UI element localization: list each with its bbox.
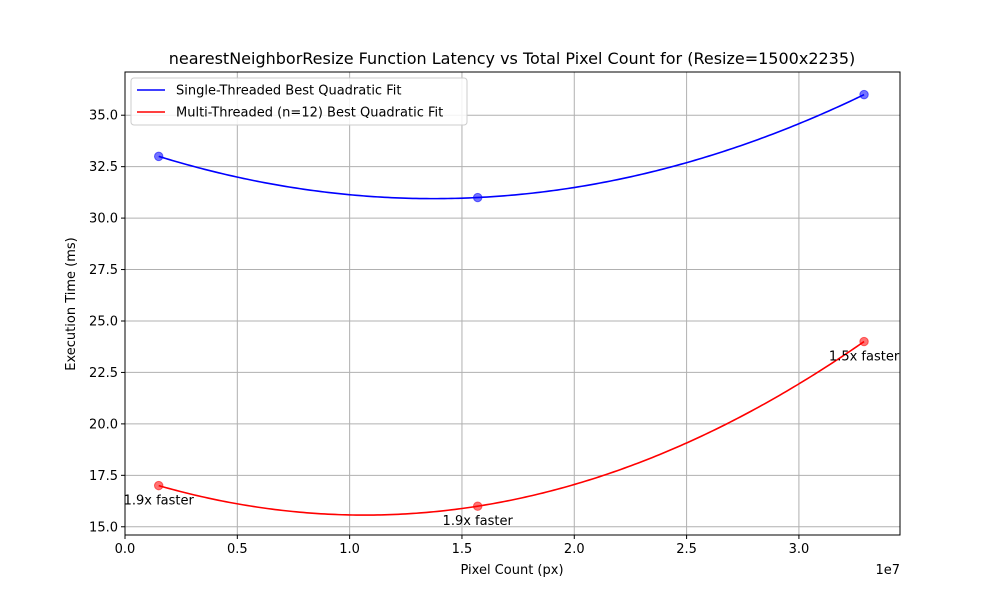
legend-label: Multi-Threaded (n=12) Best Quadratic Fit — [176, 106, 443, 121]
x-tick-label: 0.5 — [227, 542, 248, 557]
grid — [124, 72, 900, 535]
y-tick-label: 25.0 — [89, 314, 118, 329]
x-tick-label: 2.0 — [564, 542, 585, 557]
y-tick-label: 17.5 — [89, 469, 118, 484]
data-points — [153, 89, 869, 511]
x-offset-text: 1e7 — [875, 563, 900, 578]
y-tick-label: 35.0 — [89, 109, 118, 124]
data-point — [859, 336, 869, 347]
y-tick-label: 32.5 — [89, 160, 118, 175]
y-tick-label: 27.5 — [89, 263, 118, 278]
x-tick-label: 3.0 — [789, 542, 810, 557]
data-point — [153, 480, 164, 491]
chart-title: nearestNeighborResize Function Latency v… — [169, 49, 856, 68]
series-line-2 — [158, 340, 865, 516]
annotations: 1.9x faster 1.9x faster 1.5x faster — [124, 350, 900, 530]
x-tick-label: 0.0 — [115, 542, 136, 557]
x-tick-label: 2.5 — [676, 542, 697, 557]
speedup-annotation: 1.9x faster — [124, 494, 195, 509]
x-axis-label: Pixel Count (px) — [460, 563, 563, 578]
data-point — [859, 89, 869, 100]
legend-box — [130, 77, 468, 126]
series-curves — [158, 93, 865, 516]
series-line-1 — [158, 93, 865, 200]
x-axis: 0.0 0.5 1.0 1.5 2.0 2.5 3.0 — [115, 535, 810, 557]
data-point — [472, 501, 483, 511]
x-tick-label: 1.5 — [452, 542, 473, 557]
speedup-annotation: 1.9x faster — [443, 514, 514, 529]
y-axis-label: Execution Time (ms) — [64, 237, 79, 370]
y-tick-label: 30.0 — [89, 212, 118, 227]
x-tick-label: 1.0 — [339, 542, 360, 557]
legend: Single-Threaded Best Quadratic Fit Multi-… — [130, 77, 468, 126]
plot-frame — [124, 71, 901, 536]
y-axis: 15.0 17.5 20.0 22.5 25.0 27.5 30.0 32.5 35.0 — [89, 109, 125, 535]
y-tick-label: 22.5 — [89, 366, 118, 381]
data-point — [472, 192, 483, 203]
legend-label: Single-Threaded Best Quadratic Fit — [176, 84, 401, 99]
y-tick-label: 15.0 — [89, 520, 118, 535]
speedup-annotation: 1.5x faster — [829, 350, 900, 365]
data-point — [153, 151, 164, 162]
y-tick-label: 20.0 — [89, 417, 118, 432]
